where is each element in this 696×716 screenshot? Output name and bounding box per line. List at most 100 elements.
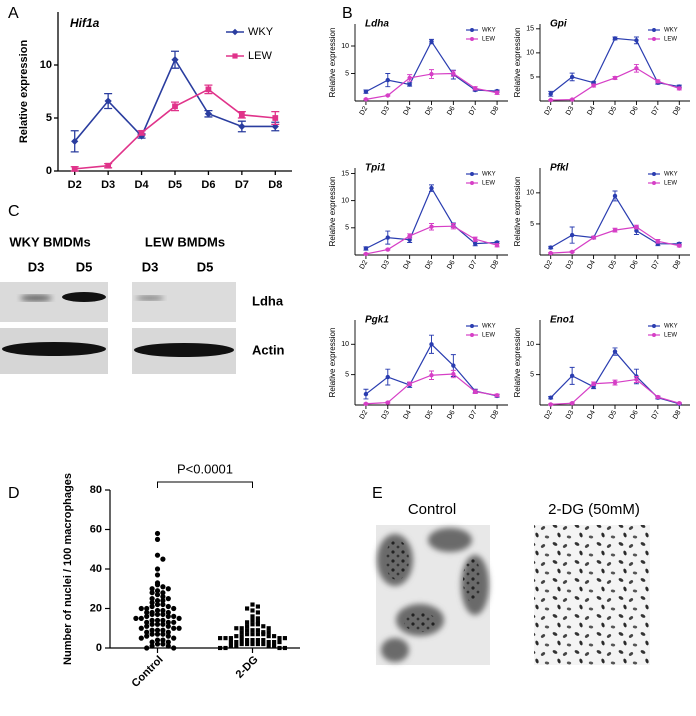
marker <box>569 400 575 406</box>
marker <box>277 639 282 645</box>
marker <box>451 223 456 229</box>
lane-label: D5 <box>76 259 93 274</box>
marker <box>234 626 239 631</box>
x-tick-label: D2 <box>359 105 370 116</box>
marker <box>250 641 255 647</box>
marker <box>171 625 177 631</box>
marker <box>239 630 244 635</box>
marker <box>71 166 78 172</box>
chart-title: Pgk1 <box>365 315 389 326</box>
marker <box>363 97 369 102</box>
y-tick-label: 10 <box>526 190 534 197</box>
marker <box>385 77 390 83</box>
marker <box>234 639 239 645</box>
marker <box>133 615 139 621</box>
marker <box>255 604 260 609</box>
marker <box>272 115 279 121</box>
marker <box>261 624 266 629</box>
marker <box>144 613 150 620</box>
legend-label: WKY <box>664 324 678 330</box>
legend-label: WKY <box>482 172 496 178</box>
x-tick-label: D7 <box>468 105 479 116</box>
marker <box>232 53 238 59</box>
x-tick-label: D7 <box>235 179 249 191</box>
marker <box>569 232 575 238</box>
x-tick-label: D2 <box>359 409 370 420</box>
y-tick-label: 20 <box>90 602 102 614</box>
marker <box>165 619 171 625</box>
y-tick-label: 5 <box>530 221 534 228</box>
x-tick-label: D4 <box>402 105 413 116</box>
marker <box>250 618 255 623</box>
marker <box>250 638 255 643</box>
marker <box>591 83 596 88</box>
marker <box>176 615 182 621</box>
marker <box>154 588 161 594</box>
x-tick-label: D2 <box>544 409 555 420</box>
marker <box>149 627 155 633</box>
marker <box>429 224 434 229</box>
marker <box>385 247 390 252</box>
marker <box>165 603 171 610</box>
marker <box>171 605 177 612</box>
marker <box>245 606 250 611</box>
y-tick-label: 10 <box>341 341 349 348</box>
marker <box>160 607 166 614</box>
marker <box>218 636 223 641</box>
marker <box>138 615 144 621</box>
marker <box>266 634 271 639</box>
x-tick-label: D2 <box>544 259 555 270</box>
x-tick-label: D4 <box>586 409 597 420</box>
marker <box>105 162 112 169</box>
marker <box>548 395 553 400</box>
marker <box>677 86 682 91</box>
marker <box>591 235 596 240</box>
marker <box>261 641 266 647</box>
marker <box>228 636 233 641</box>
marker <box>165 643 171 649</box>
lane-label: D3 <box>142 259 159 274</box>
marker <box>154 572 161 578</box>
x-tick-label: D6 <box>201 179 215 191</box>
marker <box>223 636 228 641</box>
marker <box>149 631 155 637</box>
panel-letter: C <box>8 203 20 220</box>
marker <box>652 28 656 32</box>
marker <box>363 246 369 251</box>
marker <box>149 590 155 596</box>
marker <box>266 643 271 649</box>
y-tick-label: 10 <box>526 50 534 57</box>
marker <box>363 391 369 397</box>
y-tick-label: 5 <box>345 70 349 77</box>
x-tick-label: D5 <box>608 409 619 420</box>
series-line <box>74 88 276 170</box>
y-tick-label: 5 <box>345 225 349 232</box>
marker <box>245 624 250 629</box>
y-tick-label: 5 <box>345 371 349 378</box>
marker <box>154 592 161 598</box>
marker <box>548 402 553 407</box>
marker <box>677 243 682 248</box>
marker <box>144 629 150 635</box>
marker <box>634 224 639 230</box>
marker <box>160 627 166 633</box>
marker <box>407 75 412 81</box>
y-axis-label: Relative expression <box>328 177 337 247</box>
blot-group: LEW BMDMs <box>145 234 225 249</box>
legend-label: WKY <box>248 26 274 38</box>
marker <box>228 643 233 649</box>
marker <box>154 536 161 542</box>
marker <box>407 82 412 87</box>
marker <box>228 639 233 645</box>
x-tick-label: D6 <box>629 105 640 116</box>
marker <box>385 93 390 98</box>
marker <box>149 586 155 592</box>
marker <box>272 643 277 649</box>
marker <box>138 129 145 136</box>
marker <box>149 603 155 610</box>
marker <box>144 609 150 616</box>
x-tick-label: Control <box>130 654 166 690</box>
protein-label: Ldha <box>252 293 284 308</box>
x-tick-label: D3 <box>565 259 576 270</box>
y-axis-label: Relative expression <box>328 28 337 98</box>
